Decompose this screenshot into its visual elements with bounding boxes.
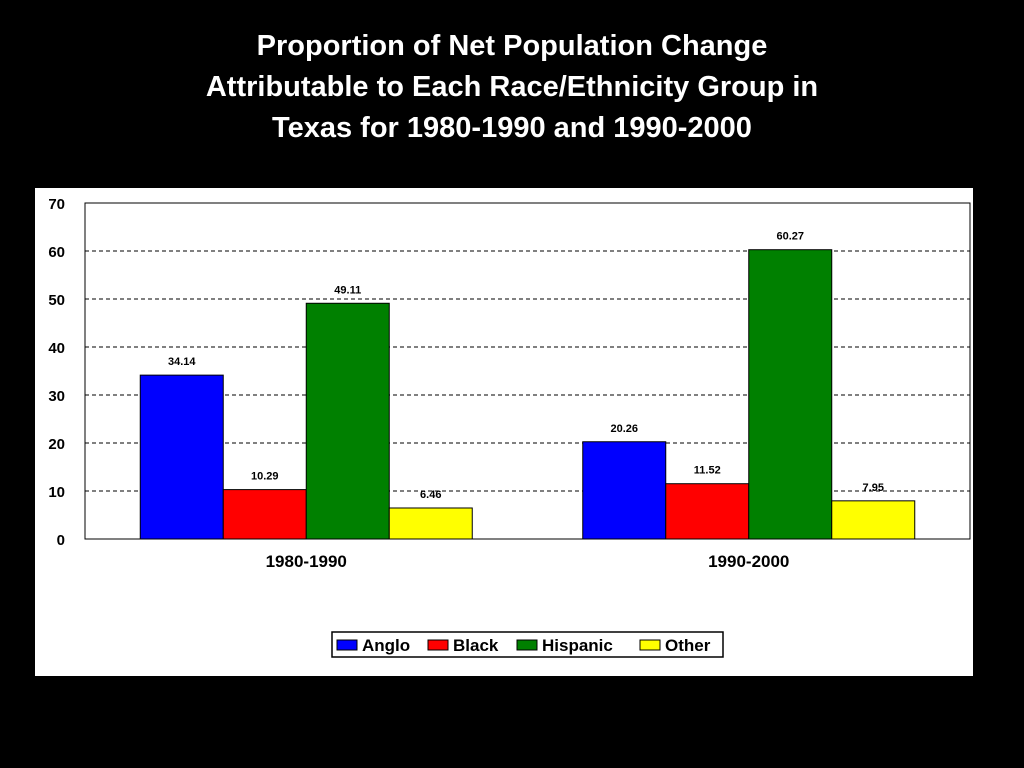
bar-other-1980-1990	[388, 507, 473, 540]
data-labels: 34.14 10.29 49.11 6.46 20.26 11.52 60.27 7.95	[168, 231, 884, 501]
data-label: 10.29	[251, 471, 279, 483]
legend: Anglo Black Hispanic Other	[331, 631, 724, 658]
y-tick-label: 50	[48, 292, 65, 309]
y-tick-label: 40	[48, 340, 65, 357]
y-tick-label: 20	[48, 436, 65, 453]
y-tick-label: 30	[48, 388, 65, 405]
plot-area-border	[84, 202, 971, 540]
legend-label-anglo: Anglo	[362, 636, 410, 655]
legend-swatch-hispanic	[516, 639, 538, 651]
title-line-3: Texas for 1980-1990 and 1990-2000	[272, 112, 752, 144]
chart-panel: 34.14 10.29 49.11 6.46 20.26 11.52 60.27 7.95 0…	[35, 188, 973, 676]
bar-hispanic-1990-2000	[748, 249, 833, 540]
bar-black-1990-2000	[665, 483, 750, 540]
data-label: 11.52	[694, 465, 721, 477]
data-label: 7.95	[863, 482, 884, 494]
legend-label-other: Other	[665, 636, 711, 655]
x-tick-label: 1990-2000	[708, 552, 789, 571]
slide-title: Proportion of Net Population Change Attr…	[100, 26, 924, 149]
bar-other-1990-2000	[831, 500, 916, 540]
bars	[139, 249, 916, 540]
data-label: 49.11	[334, 284, 361, 296]
legend-swatch-other	[639, 639, 661, 651]
data-label: 20.26	[610, 423, 638, 435]
bar-anglo-1990-2000	[582, 441, 667, 540]
y-tick-label: 60	[48, 244, 65, 261]
y-tick-label: 70	[48, 196, 65, 213]
bar-hispanic-1980-1990	[305, 302, 390, 540]
legend-swatch-anglo	[336, 639, 358, 651]
title-line-1: Proportion of Net Population Change	[256, 30, 768, 62]
legend-swatch-black	[427, 639, 449, 651]
bar-chart: 34.14 10.29 49.11 6.46 20.26 11.52 60.27 7.95 0…	[48, 196, 971, 658]
title-line-2: Attributable to Each Race/Ethnicity Grou…	[205, 71, 819, 103]
data-label: 60.27	[776, 231, 804, 243]
y-tick-label: 0	[57, 532, 65, 549]
bar-anglo-1980-1990	[139, 374, 224, 540]
legend-label-hispanic: Hispanic	[542, 636, 613, 655]
axes: 0 10 20 30 40 50 60 70 1980-1990 1990-2000	[48, 196, 971, 571]
data-label: 6.46	[420, 489, 441, 501]
y-tick-label: 10	[48, 484, 65, 501]
x-tick-label: 1980-1990	[266, 552, 347, 571]
data-label: 34.14	[168, 356, 196, 368]
legend-label-black: Black	[453, 636, 499, 655]
bar-black-1980-1990	[222, 489, 307, 540]
